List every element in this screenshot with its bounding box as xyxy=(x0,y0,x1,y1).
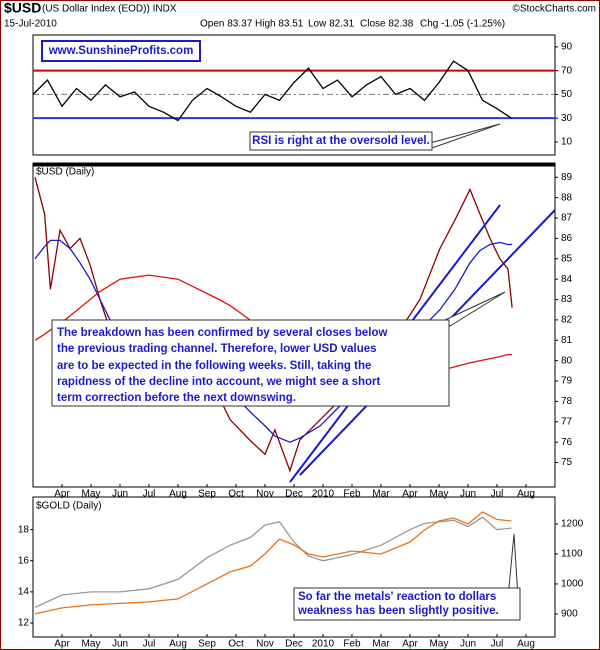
x-tick-label: Jun xyxy=(460,639,476,650)
y-tick-label: 89 xyxy=(561,172,573,183)
y2-tick-label: 1000 xyxy=(561,579,584,590)
x-tick-label: Dec xyxy=(285,639,303,650)
x-tick-label: 2010 xyxy=(312,639,335,650)
x-tick-label: Aug xyxy=(517,489,535,500)
x-tick-label: Nov xyxy=(256,489,274,500)
x-tick-label: Mar xyxy=(372,489,390,500)
y-tick-label: 87 xyxy=(561,213,573,224)
gold-note-box xyxy=(293,587,521,621)
y-tick-label: 30 xyxy=(561,113,573,124)
x-tick-label: Apr xyxy=(402,639,418,650)
gold-note-line: So far the metals' reaction to dollars xyxy=(298,591,496,603)
site-box xyxy=(41,40,201,62)
x-tick-label: Jun xyxy=(112,639,128,650)
x-tick-label: Oct xyxy=(228,489,244,500)
x-tick-label: Feb xyxy=(343,489,361,500)
rsi-note: RSI is right at the oversold level. xyxy=(252,135,430,147)
x-tick-label: Jun xyxy=(112,489,128,500)
y-tick-label: 16 xyxy=(18,555,30,566)
y-tick-label: 76 xyxy=(561,437,573,448)
series-line xyxy=(34,239,513,443)
x-tick-label: Jul xyxy=(491,639,504,650)
x-tick-label: Apr xyxy=(54,639,70,650)
y-tick-label: 90 xyxy=(561,42,573,53)
rsi-note-box xyxy=(249,131,433,151)
x-tick-label: Aug xyxy=(169,489,187,500)
y-tick-label: 85 xyxy=(561,253,573,264)
y-tick-label: 50 xyxy=(561,89,573,100)
date: 15-Jul-2010 xyxy=(4,19,57,30)
usd-note-line: The breakdown has been confirmed by seve… xyxy=(57,327,387,339)
annotations: www.SunshineProfits.com RSI is right at … xyxy=(33,40,556,621)
usd-note-box xyxy=(51,319,450,407)
legend: $USD (Daily) xyxy=(36,167,94,178)
quote-close: Close 82.38 xyxy=(360,19,414,30)
source: ©StockCharts.com xyxy=(512,4,596,15)
y-tick-label: 81 xyxy=(561,335,573,346)
x-tick-label: May xyxy=(430,489,449,500)
site-label: www.SunshineProfits.com xyxy=(48,45,194,57)
quote-low: Low 82.31 xyxy=(308,19,355,30)
y-tick-label: 75 xyxy=(561,457,573,468)
series-line xyxy=(34,511,512,615)
y-tick-label: 12 xyxy=(18,618,30,629)
usd-note-line: rapidness of the decline into account, w… xyxy=(57,376,381,388)
x-tick-label: Sep xyxy=(198,489,216,500)
x-tick-label: Jun xyxy=(460,489,476,500)
x-tick-label: Nov xyxy=(256,639,274,650)
usd-note-line: term correction before the next downswin… xyxy=(57,392,296,404)
x-tick-label: Jul xyxy=(491,489,504,500)
y-tick-label: 18 xyxy=(18,524,30,535)
quote-open: Open 83.37 xyxy=(200,19,253,30)
y-tick-label: 86 xyxy=(561,233,573,244)
x-tick-label: Apr xyxy=(54,489,70,500)
x-tick-label: Sep xyxy=(198,639,216,650)
y-tick-label: 14 xyxy=(18,587,30,598)
x-tick-label: May xyxy=(82,639,101,650)
x-tick-label: Jul xyxy=(143,489,156,500)
y-tick-label: 80 xyxy=(561,355,573,366)
y-tick-label: 78 xyxy=(561,396,573,407)
x-tick-label: May xyxy=(430,639,449,650)
x-tick-label: Aug xyxy=(517,639,535,650)
x-tick-label: Jul xyxy=(143,639,156,650)
gold-note-line: weakness has been slightly positive. xyxy=(297,605,499,617)
quote-chg: Chg -1.05 (-1.25%) xyxy=(420,19,505,30)
subtitle: (US Dollar Index (EOD)) INDX xyxy=(42,4,177,15)
series-line xyxy=(34,516,512,608)
y-tick-label: 84 xyxy=(561,274,573,285)
x-tick-label: Apr xyxy=(402,489,418,500)
title: $USD xyxy=(4,0,41,16)
y-tick-label: 82 xyxy=(561,315,573,326)
usd-note-line: are to be expected in the following week… xyxy=(57,360,371,372)
y-tick-label: 83 xyxy=(561,294,573,305)
y-tick-label: 77 xyxy=(561,416,573,427)
series-line xyxy=(34,177,513,473)
x-tick-label: Dec xyxy=(285,489,303,500)
x-tick-label: May xyxy=(82,489,101,500)
x-tick-label: Aug xyxy=(169,639,187,650)
series-line xyxy=(32,60,512,122)
quote-high: High 83.51 xyxy=(255,19,304,30)
x-tick-label: Mar xyxy=(372,639,390,650)
y-tick-label: 79 xyxy=(561,376,573,387)
y-tick-label: 88 xyxy=(561,192,573,203)
y-tick-label: 70 xyxy=(561,65,573,76)
y2-tick-label: 1200 xyxy=(561,519,584,530)
x-tick-label: Feb xyxy=(343,639,361,650)
y2-tick-label: 900 xyxy=(561,609,578,620)
usd-note-line: the previous trading channel. Therefore,… xyxy=(57,343,377,355)
y-tick-label: 10 xyxy=(561,137,573,148)
legend: $GOLD (Daily) xyxy=(36,501,102,512)
y2-tick-label: 1100 xyxy=(561,549,583,560)
x-tick-label: 2010 xyxy=(312,489,335,500)
x-tick-label: Oct xyxy=(228,639,244,650)
